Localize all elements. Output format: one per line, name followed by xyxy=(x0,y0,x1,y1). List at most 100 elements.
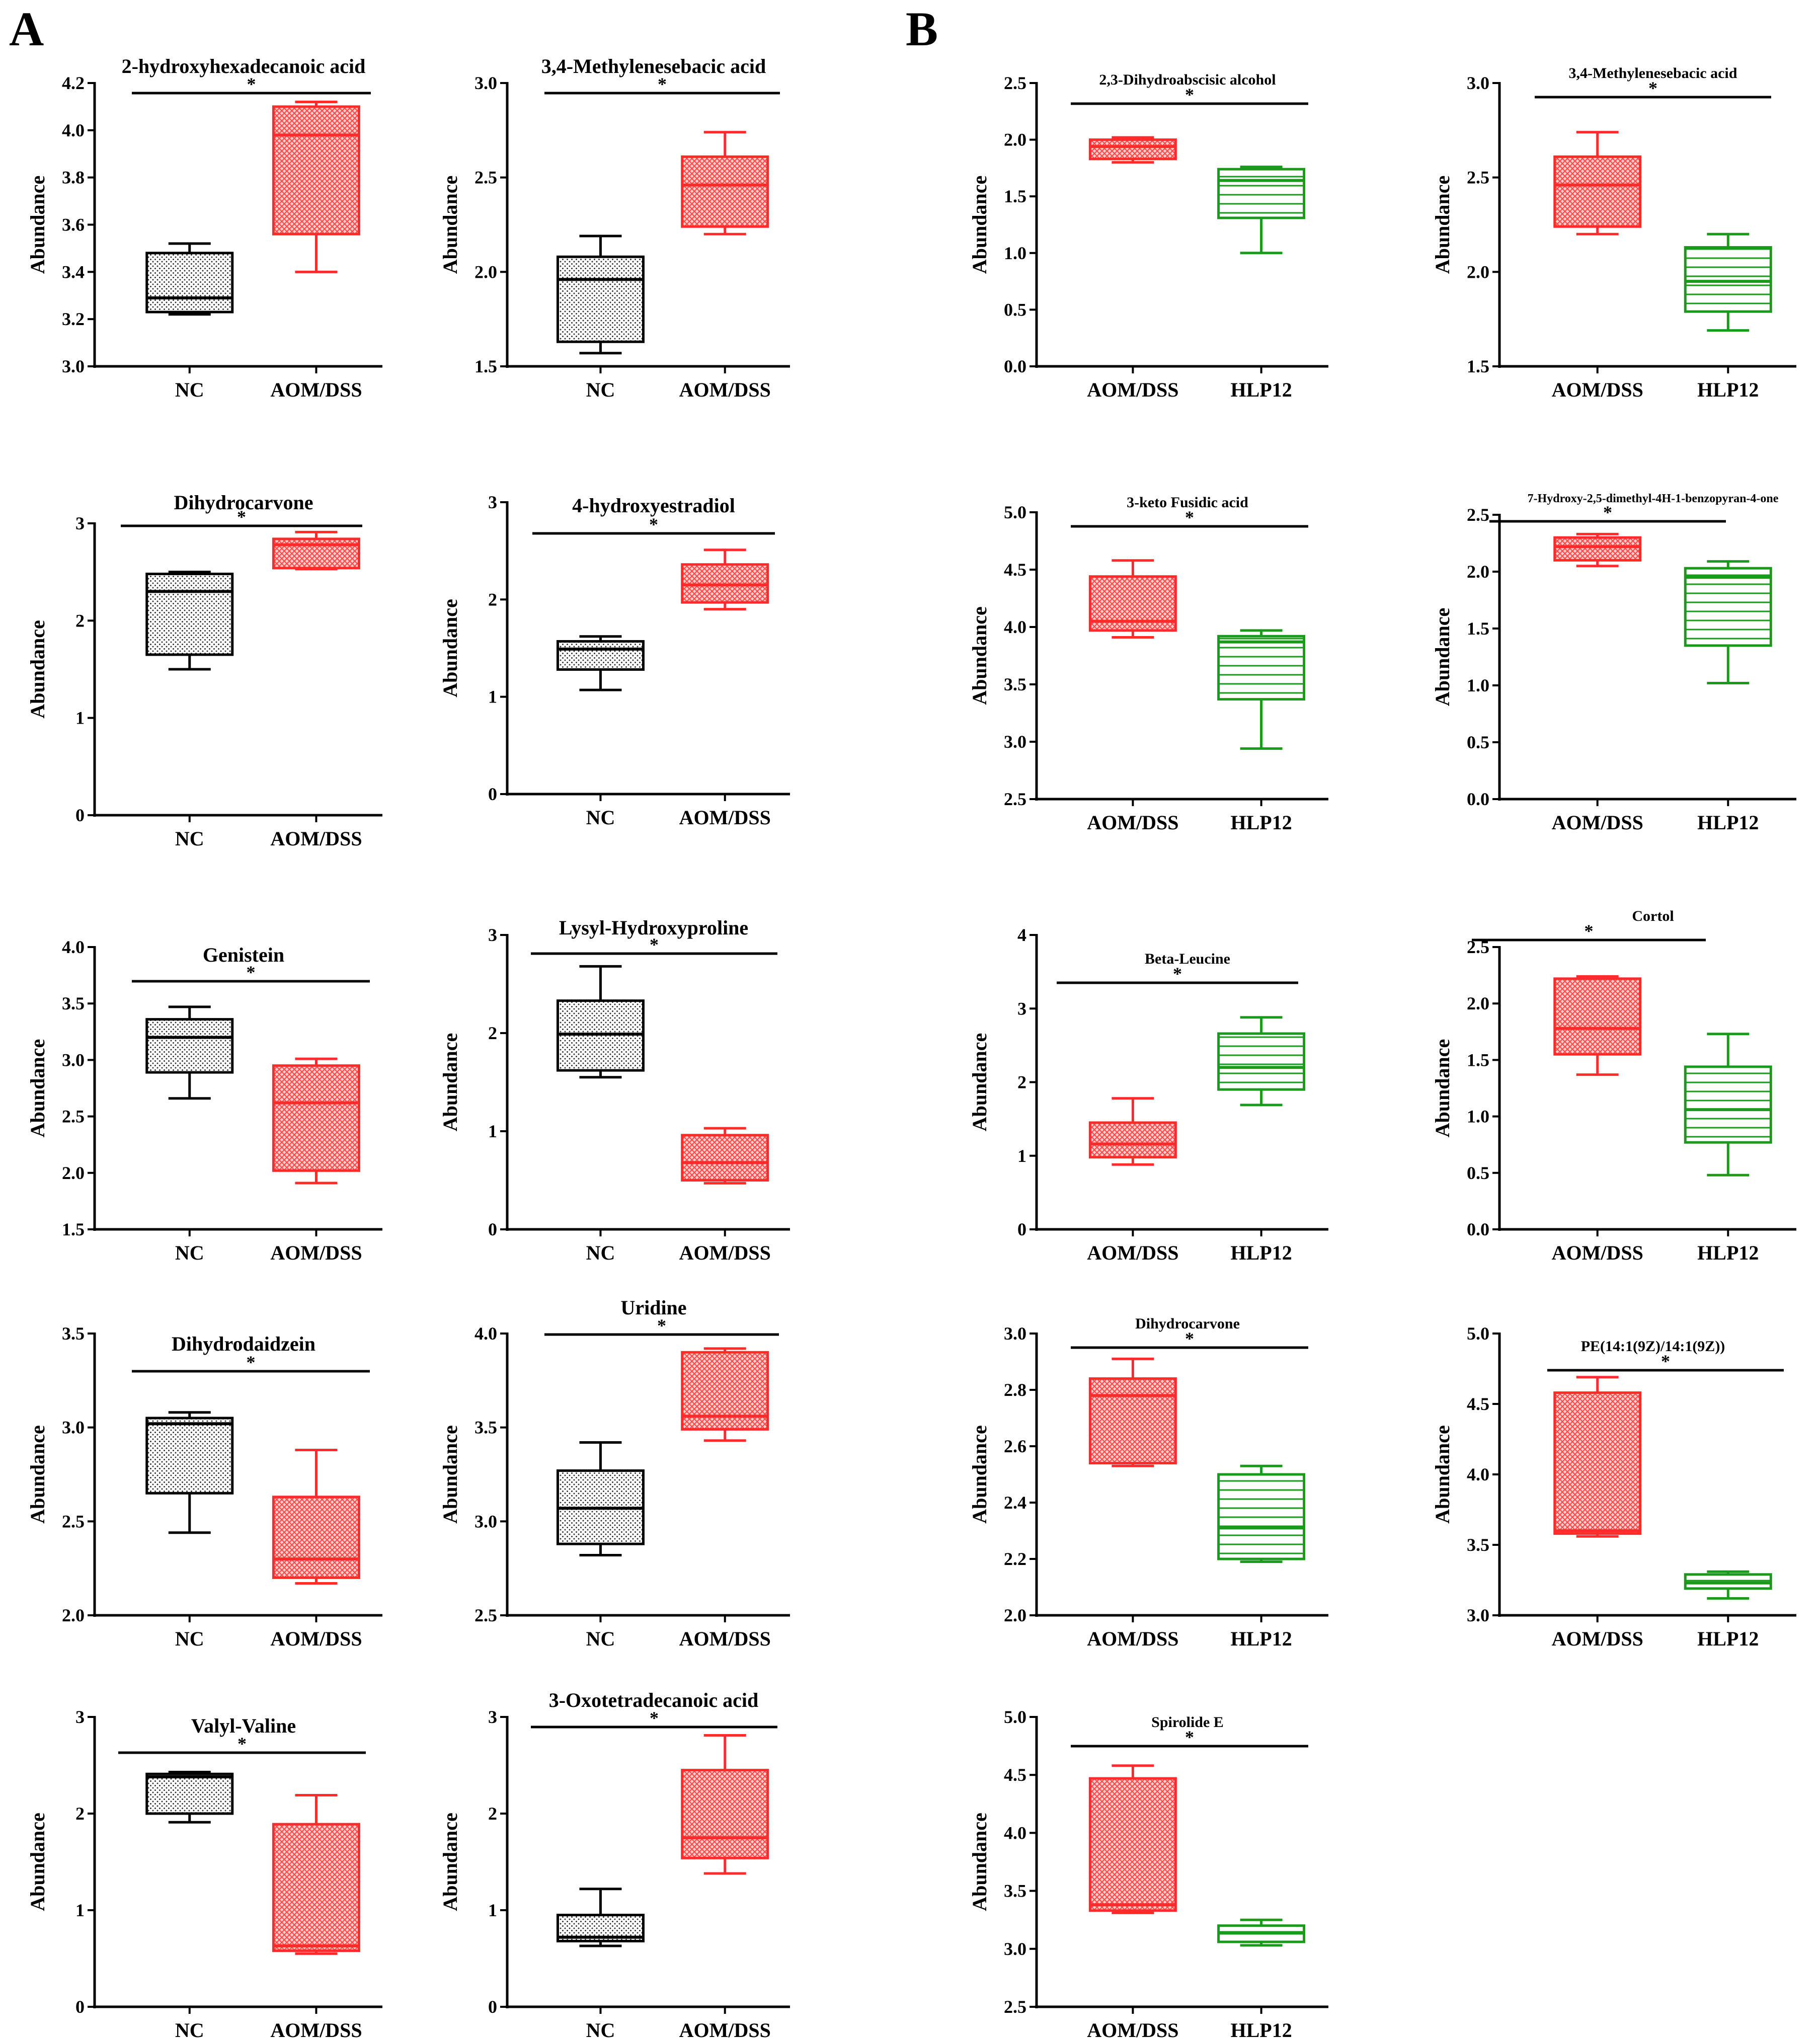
chart-title: Genistein xyxy=(203,944,284,966)
y-tick-label: 2.0 xyxy=(62,1605,85,1625)
significance-star: * xyxy=(1185,85,1194,105)
iqr-box xyxy=(145,1417,234,1495)
x-tick-label: NC xyxy=(586,1627,615,1650)
iqr-box xyxy=(272,1496,360,1579)
y-tick-label: 4.5 xyxy=(1004,560,1026,580)
chart-title: Uridine xyxy=(620,1296,686,1319)
y-axis-label: Abundance xyxy=(968,606,991,705)
y-tick-label: 3.5 xyxy=(62,1323,85,1344)
box-aom-dss xyxy=(272,101,360,273)
chart-title: Cortol xyxy=(1632,908,1674,924)
y-tick-label: 0.5 xyxy=(1004,299,1026,320)
chart-title: Dihydrodaidzein xyxy=(172,1332,315,1355)
y-axis-label: Abundance xyxy=(968,1425,991,1524)
y-tick-label: 3.5 xyxy=(1004,1881,1026,1901)
iqr-box xyxy=(1684,246,1772,313)
y-tick-label: 3.8 xyxy=(62,168,85,188)
y-tick-label: 2.5 xyxy=(1004,1997,1026,2017)
y-tick-label: 2.8 xyxy=(1004,1380,1026,1400)
y-axis-label: Abundance xyxy=(26,620,49,719)
y-tick-label: 0 xyxy=(75,1997,85,2017)
significance-star: * xyxy=(1185,507,1194,527)
x-tick-label: NC xyxy=(175,378,204,401)
y-tick-label: 2.5 xyxy=(474,1605,497,1625)
iqr-box xyxy=(1684,567,1772,647)
x-tick-label: AOM/DSS xyxy=(270,1241,362,1264)
significance-star: * xyxy=(237,507,246,527)
y-tick-label: 3.2 xyxy=(62,309,85,329)
x-tick-label: AOM/DSS xyxy=(1552,1241,1643,1264)
iqr-box xyxy=(145,573,234,656)
iqr-box xyxy=(1553,155,1642,228)
y-tick-label: 2 xyxy=(488,1023,497,1043)
chart-15-beta-leucine: Beta-Leucine* 0 1 2 3 4 Abundance AOM/DSS HLP12 xyxy=(968,925,1328,1264)
box-aom-dss xyxy=(1088,1357,1177,1467)
y-tick-label: 1.5 xyxy=(62,1219,85,1239)
chart-title: 3-Oxotetradecanoic acid xyxy=(549,1689,759,1711)
box-aom-dss xyxy=(1088,559,1177,639)
x-tick-label: AOM/DSS xyxy=(1552,378,1643,401)
iqr-box xyxy=(1088,1121,1177,1159)
chart-title: 7-Hydroxy-2,5-dimethyl-4H-1-benzopyran-4… xyxy=(1528,492,1779,505)
chart-19-spirolide-e: Spirolide E* 2.5 3.0 3.5 4.0 4.5 5.0 Abundance A… xyxy=(968,1707,1328,2038)
significance-star: * xyxy=(247,962,256,982)
y-tick-label: 2 xyxy=(75,610,85,631)
y-tick-label: 0 xyxy=(488,1997,497,2017)
box-aom-dss xyxy=(1553,131,1642,236)
y-axis-label: Abundance xyxy=(439,1425,461,1524)
iqr-box xyxy=(1553,536,1642,562)
box-aom-dss xyxy=(272,1448,360,1585)
iqr-box xyxy=(1553,977,1642,1056)
y-tick-label: 3.0 xyxy=(1467,73,1489,93)
chart-11-2-3-dihydroabscisic-alcohol: 2,3-Dihydroabscisic alcohol* 0.0 0.5 1.0 1.5… xyxy=(968,71,1328,401)
iqr-box xyxy=(681,155,769,228)
y-axis-label: Abundance xyxy=(26,176,49,274)
y-axis-label: Abundance xyxy=(439,1813,461,1911)
x-tick-label: AOM/DSS xyxy=(679,806,771,829)
x-tick-label: AOM/DSS xyxy=(679,1241,771,1264)
iqr-box xyxy=(556,255,645,343)
iqr-box xyxy=(681,1769,769,1859)
y-axis-label: Abundance xyxy=(26,1425,49,1524)
y-axis-label: Abundance xyxy=(1431,1425,1454,1524)
y-tick-label: 2.0 xyxy=(1004,130,1026,150)
iqr-box xyxy=(556,640,645,671)
box-aom-dss xyxy=(272,1794,360,1955)
box-nc xyxy=(145,1005,234,1100)
y-tick-label: 4.0 xyxy=(1004,617,1026,637)
chart-title: 2,3-Dihydroabscisic alcohol xyxy=(1099,71,1276,88)
y-tick-label: 3.5 xyxy=(62,993,85,1013)
significance-star: * xyxy=(657,1315,666,1336)
y-tick-label: 3.5 xyxy=(1004,674,1026,694)
box-nc xyxy=(145,1411,234,1534)
significance-star: * xyxy=(238,1734,247,1754)
y-tick-label: 1 xyxy=(75,708,85,728)
y-axis-label: Abundance xyxy=(439,176,461,274)
panel-label-b: B xyxy=(906,2,938,56)
y-tick-label: 0 xyxy=(1017,1219,1026,1239)
x-tick-label: HLP12 xyxy=(1697,1241,1759,1264)
x-tick-label: HLP12 xyxy=(1697,378,1759,401)
x-tick-label: HLP12 xyxy=(1230,1241,1292,1264)
chart-5-genistein: Genistein* 1.5 2.0 2.5 3.0 3.5 4.0 Abundance NC A… xyxy=(26,937,382,1264)
y-tick-label: 1.5 xyxy=(1467,1050,1489,1070)
x-tick-label: NC xyxy=(175,827,204,850)
box-nc xyxy=(556,1888,645,1947)
box-nc xyxy=(145,242,234,316)
y-tick-label: 2.2 xyxy=(1004,1549,1026,1569)
box-aom-dss xyxy=(681,1734,769,1875)
iqr-box xyxy=(1217,1032,1306,1091)
significance-star: * xyxy=(247,74,256,94)
box-hlp12 xyxy=(1217,1016,1306,1107)
chart-2-3-4-methylenesebacic-acid: 3,4-Methylenesebacic acid* 1.5 2.0 2.5 3.0 Ab… xyxy=(439,55,790,401)
x-tick-label: HLP12 xyxy=(1230,811,1292,834)
box-aom-dss xyxy=(681,1347,769,1442)
y-tick-label: 2.0 xyxy=(1467,262,1489,282)
x-tick-label: HLP12 xyxy=(1230,2019,1292,2038)
y-tick-label: 4.5 xyxy=(1467,1394,1489,1414)
y-tick-label: 3.0 xyxy=(62,1418,85,1438)
y-tick-label: 3 xyxy=(1017,998,1026,1018)
significance-star: * xyxy=(650,1708,659,1728)
significance-star: * xyxy=(1661,1351,1670,1371)
box-aom-dss xyxy=(1553,975,1642,1076)
